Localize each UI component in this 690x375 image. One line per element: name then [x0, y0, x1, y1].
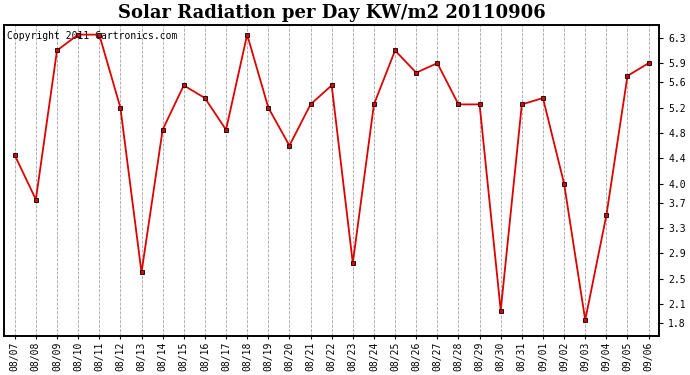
Text: Copyright 2011 Cartronics.com: Copyright 2011 Cartronics.com: [8, 32, 178, 41]
Title: Solar Radiation per Day KW/m2 20110906: Solar Radiation per Day KW/m2 20110906: [118, 4, 546, 22]
